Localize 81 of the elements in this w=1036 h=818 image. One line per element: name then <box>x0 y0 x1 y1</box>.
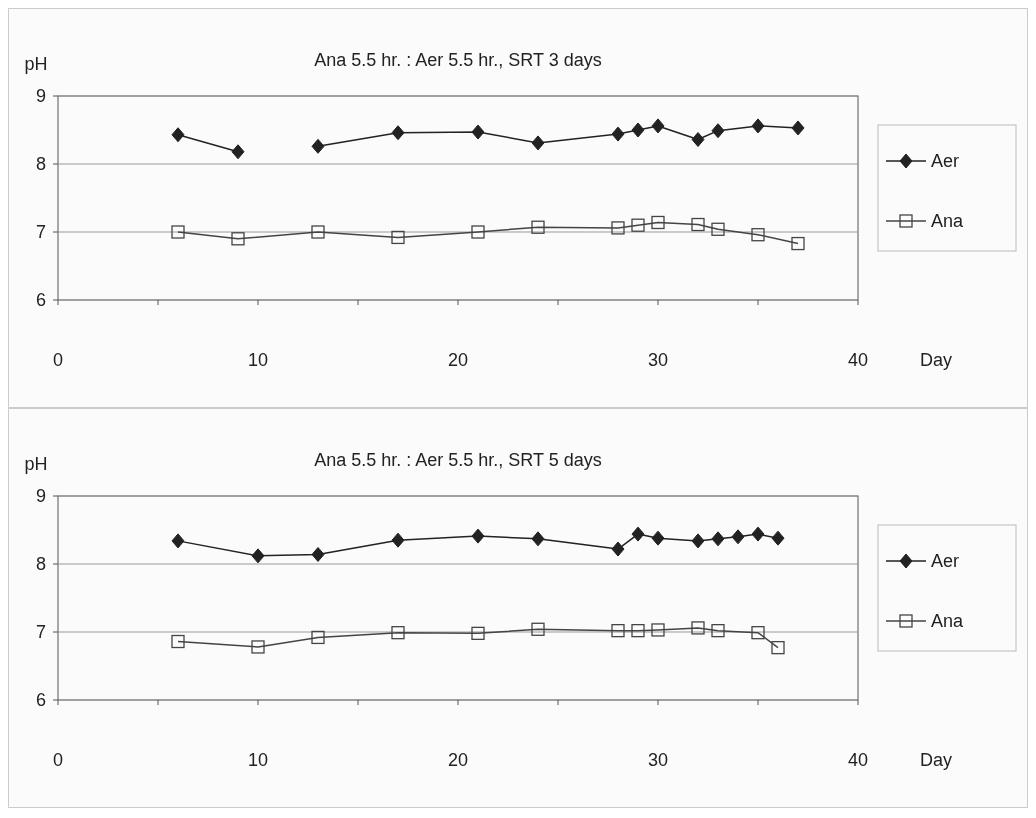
point <box>391 532 405 548</box>
point <box>711 222 725 236</box>
point <box>651 118 665 134</box>
point <box>631 122 645 138</box>
point <box>691 132 705 148</box>
point <box>391 230 405 245</box>
point <box>171 533 185 549</box>
legend-label: Aer <box>931 151 960 172</box>
x-tick-label: 10 <box>247 750 269 770</box>
point <box>531 531 545 547</box>
point <box>391 626 405 640</box>
x-tick-label: 30 <box>647 750 669 770</box>
point <box>751 526 765 542</box>
point <box>311 225 325 239</box>
point <box>691 217 705 232</box>
point <box>611 623 625 638</box>
point <box>171 127 185 143</box>
y-tick-label: 6 <box>35 290 46 311</box>
legend-label: Ana <box>931 211 965 232</box>
x-axis-title: Day <box>920 750 953 770</box>
point <box>791 236 805 251</box>
x-tick-label: 0 <box>52 750 64 770</box>
chart-title: Ana 5.5 hr. : Aer 5.5 hr., SRT 3 days <box>314 50 602 70</box>
point <box>771 640 785 655</box>
y-axis-title: pH <box>24 54 48 74</box>
x-tick-label: 0 <box>52 350 64 370</box>
chart-title: Ana 5.5 hr. : Aer 5.5 hr., SRT 5 days <box>314 450 602 470</box>
point <box>651 530 665 546</box>
point <box>631 218 645 232</box>
y-axis-title: pH <box>24 454 48 474</box>
point <box>171 634 185 649</box>
point <box>611 541 625 557</box>
x-tick-label: 20 <box>447 350 469 370</box>
point <box>251 548 265 564</box>
point <box>611 221 625 235</box>
x-tick-label: 10 <box>247 350 269 370</box>
legend-label: Aer <box>931 551 960 572</box>
y-tick-label: 6 <box>35 690 46 711</box>
point <box>311 138 325 154</box>
point <box>691 621 705 635</box>
y-tick-label: 7 <box>35 222 46 243</box>
point <box>711 623 725 638</box>
legend-label: Ana <box>931 611 965 632</box>
point <box>471 124 485 140</box>
point <box>471 528 485 544</box>
y-tick-label: 7 <box>35 622 46 643</box>
x-tick-label: 40 <box>847 350 869 370</box>
point <box>471 626 485 641</box>
x-tick-label: 20 <box>447 750 469 770</box>
point <box>171 225 185 239</box>
y-tick-label: 9 <box>35 86 46 107</box>
point <box>231 144 245 160</box>
point <box>711 123 725 139</box>
point <box>751 118 765 134</box>
point <box>611 126 625 142</box>
point <box>531 135 545 151</box>
point <box>731 529 745 545</box>
point <box>651 623 665 637</box>
point <box>251 640 265 654</box>
point <box>531 622 545 636</box>
point <box>391 125 405 141</box>
point <box>231 232 245 246</box>
x-tick-label: 40 <box>847 750 869 770</box>
point <box>311 546 325 562</box>
point <box>751 228 765 242</box>
point <box>311 630 325 645</box>
point <box>791 120 805 136</box>
point <box>691 533 705 549</box>
point <box>631 623 645 638</box>
point <box>771 530 785 546</box>
point <box>471 225 485 239</box>
y-tick-label: 8 <box>35 154 46 175</box>
point <box>711 531 725 547</box>
point <box>651 215 665 230</box>
point <box>631 526 645 542</box>
point <box>531 220 545 234</box>
x-tick-label: 30 <box>647 350 669 370</box>
point <box>751 626 765 640</box>
y-tick-label: 8 <box>35 554 46 575</box>
y-tick-label: 9 <box>35 486 46 507</box>
x-axis-title: Day <box>920 350 953 370</box>
